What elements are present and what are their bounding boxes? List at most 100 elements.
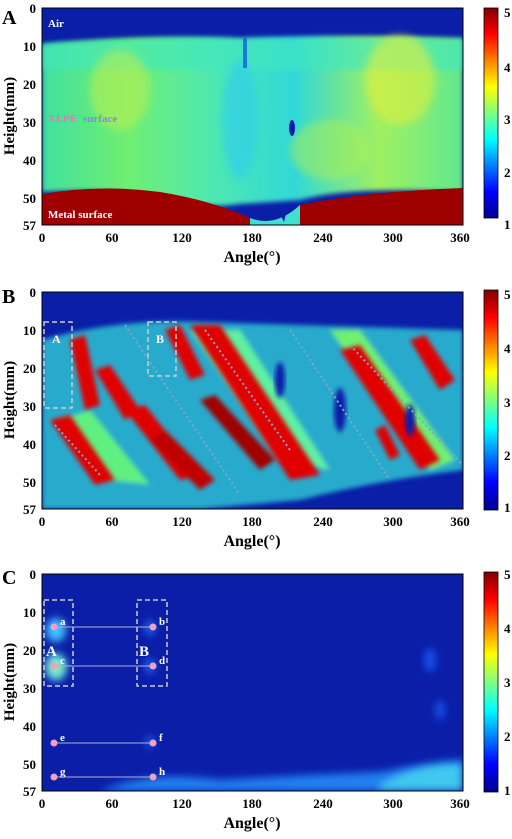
colorbar-tick: 3 [504,675,511,690]
colorbar-tick: 4 [504,60,511,75]
panel-b-colorbar [483,289,499,511]
ytick: 20 [23,77,36,92]
point-label: a [60,616,66,628]
region-label-a: A [46,644,57,660]
panel-b: B [2,285,511,550]
panel-a-xlabel: Angle(°) [223,249,280,266]
colorbar-tick: 3 [504,112,511,127]
ytick: 20 [23,643,36,658]
ytick: 0 [30,567,37,582]
panel-c-ylabel: Height(mm) [2,643,18,721]
colorbar-tick: 4 [504,341,511,356]
point-d [149,662,157,670]
point-label: b [159,616,165,628]
annotation-xlpe: XLPE [48,113,77,125]
colorbar-tick: 1 [504,783,511,798]
panel-b-yticks: 0 10 20 30 40 50 57 [23,285,37,517]
point-label: f [159,732,163,744]
colorbar-tick: 5 [504,567,511,582]
point-a [50,623,58,631]
point-labels: a b c d e f g h [60,616,165,778]
xtick: 360 [450,514,470,529]
xtick: 360 [450,796,470,811]
ytick: 30 [23,681,36,696]
panel-c-colorbar [483,571,499,793]
panel-c-yticks: 0 10 20 30 40 50 57 [23,567,37,799]
ytick: 50 [23,475,36,490]
colorbar-tick: 1 [504,500,511,515]
xtick: 0 [39,796,46,811]
ytick: 57 [23,502,37,517]
colorbar-tick: 2 [504,729,511,744]
point-markers [50,623,157,781]
xtick: 60 [106,514,119,529]
panel-c-letter: C [2,567,16,589]
ytick: 10 [23,323,36,338]
panel-c-xticks: 0 60 120 180 240 300 360 [39,796,470,811]
xtick: 0 [39,514,46,529]
colorbar-tick: 1 [504,217,511,232]
xtick: 240 [313,230,333,245]
point-label: g [60,766,66,778]
annotation-metal-surface: Metal surface [48,209,113,221]
region-label-b: B [156,332,164,346]
xtick: 60 [106,796,119,811]
xtick: 180 [242,514,262,529]
point-c [50,662,58,670]
point-f [149,739,157,747]
ytick: 50 [23,757,36,772]
panel-a-xticks: 0 60 120 180 240 300 360 [39,230,470,245]
colorbar-tick: 5 [504,5,511,20]
panel-b-xlabel: Angle(°) [223,533,280,550]
region-box-a [43,321,73,409]
panel-a-letter: A [2,7,17,29]
point-label: h [159,766,165,778]
xtick: 240 [313,514,333,529]
colorbar-tick: 2 [504,165,511,180]
panel-a-heatmap [42,8,463,225]
ytick: 30 [23,399,36,414]
panel-b-heatmap [42,292,463,509]
ytick: 40 [23,719,36,734]
xtick: 180 [242,230,262,245]
panel-a: A Air XLPE surface Metal surface 0 [2,1,511,266]
ytick: 57 [23,218,37,233]
colorbar-tick: 4 [504,621,511,636]
region-label-b: B [139,644,149,660]
ytick: 30 [23,115,36,130]
xtick: 120 [172,230,192,245]
point-b [149,623,157,631]
xtick: 240 [313,796,333,811]
colorbar-tick: 5 [504,287,511,302]
ytick: 40 [23,153,36,168]
ytick: 10 [23,39,36,54]
colorbar-tick: 3 [504,395,511,410]
panel-a-colorbar [483,7,499,219]
region-box-b [147,321,177,377]
xtick: 120 [172,796,192,811]
ytick: 0 [30,285,37,300]
xtick: 60 [106,230,119,245]
region-box-a [43,599,74,687]
ytick: 10 [23,605,36,620]
panel-b-ylabel: Height(mm) [2,361,18,439]
region-box-b [136,599,168,687]
ytick: 40 [23,437,36,452]
panel-c-xlabel: Angle(°) [223,815,280,832]
panel-a-yticks: 0 10 20 30 40 50 57 [23,1,37,233]
point-h [149,773,157,781]
xtick: 300 [383,230,403,245]
panel-a-ylabel: Height(mm) [2,77,18,155]
xtick: 300 [383,514,403,529]
point-label: d [159,655,165,667]
ytick: 50 [23,191,36,206]
xtick: 180 [242,796,262,811]
xtick: 120 [172,514,192,529]
ytick: 57 [23,784,37,799]
panel-b-xticks: 0 60 120 180 240 300 360 [39,514,470,529]
point-e [50,739,58,747]
panel-c: C [2,567,511,832]
annotation-air: Air [48,18,64,30]
